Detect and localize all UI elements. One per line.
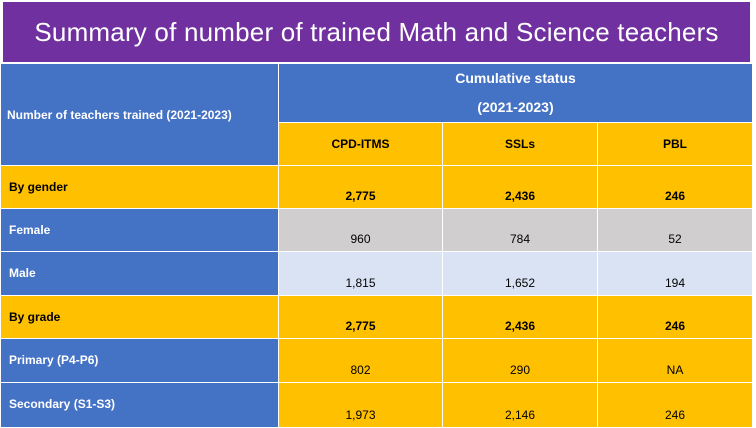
group-header-cell: Cumulative status (2021-2023)	[278, 63, 753, 123]
table-row-male: Male 1,815 1,652 194	[0, 251, 753, 296]
cell-value: 2,146	[442, 382, 598, 428]
cell-value: 2,775	[278, 295, 443, 339]
table-row-by-gender: By gender 2,775 2,436 246	[0, 165, 753, 209]
column-header-pbl: PBL	[597, 122, 753, 166]
column-header-ssls: SSLs	[442, 122, 598, 166]
row-label: Female	[0, 208, 279, 252]
row-label: By gender	[0, 165, 279, 209]
row-label: Male	[0, 251, 279, 296]
cell-value: 2,775	[278, 165, 443, 209]
cell-value: 960	[278, 208, 443, 252]
cell-value: 290	[442, 338, 598, 383]
cell-value: 246	[597, 382, 753, 428]
cell-value: 1,973	[278, 382, 443, 428]
summary-table: Number of teachers trained (2021-2023) C…	[0, 63, 753, 428]
table-row-by-grade: By grade 2,775 2,436 246	[0, 295, 753, 339]
cell-value: NA	[597, 338, 753, 383]
cell-value: 1,652	[442, 251, 598, 296]
row-label: Secondary (S1-S3)	[0, 382, 279, 428]
table-row-primary: Primary (P4-P6) 802 290 NA	[0, 338, 753, 383]
cell-value: 194	[597, 251, 753, 296]
cell-value: 2,436	[442, 295, 598, 339]
group-title: Cumulative status	[455, 70, 576, 86]
cell-value: 784	[442, 208, 598, 252]
row-header-label: Number of teachers trained (2021-2023)	[7, 107, 232, 122]
column-header-cpd-itms: CPD-ITMS	[278, 122, 443, 166]
table-row-secondary: Secondary (S1-S3) 1,973 2,146 246	[0, 382, 753, 428]
table-row-female: Female 960 784 52	[0, 208, 753, 252]
cell-value: 1,815	[278, 251, 443, 296]
cell-value: 802	[278, 338, 443, 383]
page-title: Summary of number of trained Math and Sc…	[3, 2, 750, 62]
group-period: (2021-2023)	[477, 99, 554, 115]
cell-value: 52	[597, 208, 753, 252]
row-header-cell: Number of teachers trained (2021-2023)	[0, 63, 279, 166]
cell-value: 2,436	[442, 165, 598, 209]
row-label: By grade	[0, 295, 279, 339]
cell-value: 246	[597, 165, 753, 209]
cell-value: 246	[597, 295, 753, 339]
row-label: Primary (P4-P6)	[0, 338, 279, 383]
